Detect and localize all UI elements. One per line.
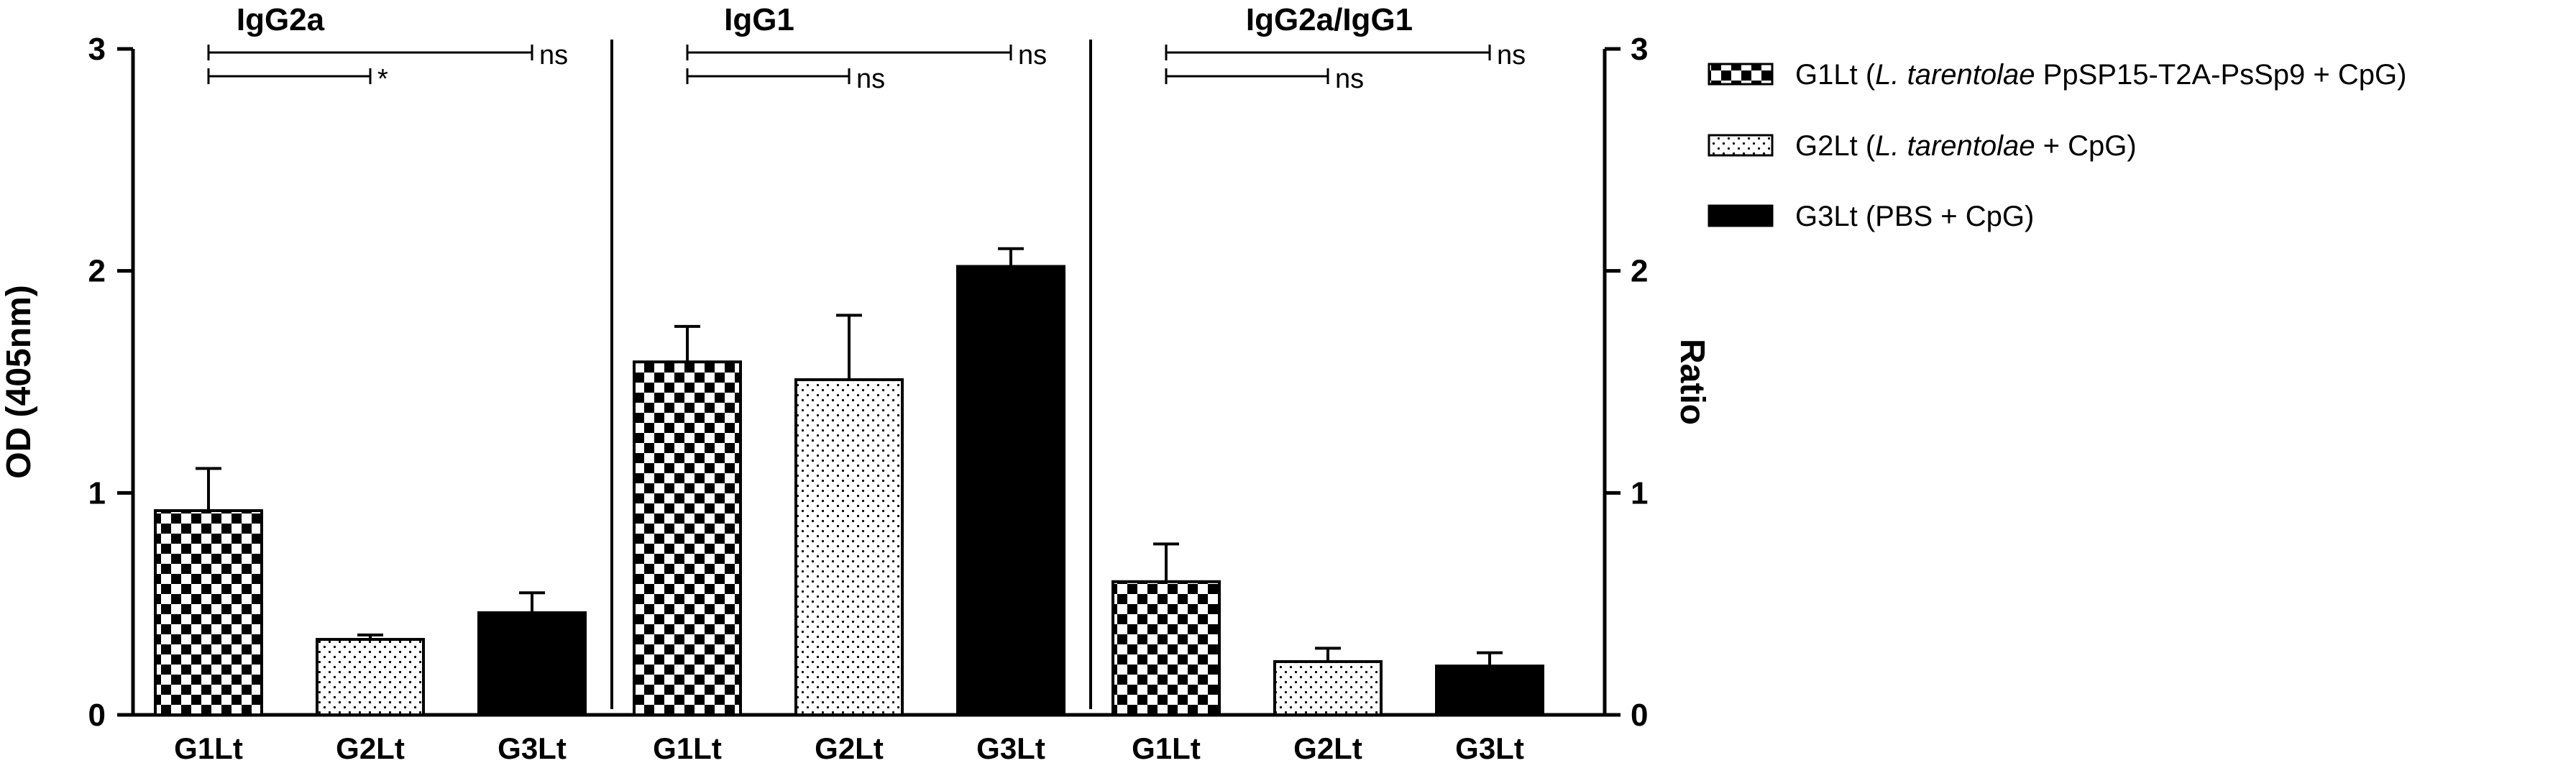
legend-label-part: G3Lt (PBS + CpG): [1795, 201, 2034, 232]
x-tick-label: G2Lt: [815, 731, 884, 765]
significance-label: ns: [1018, 40, 1047, 70]
legend-item-g3lt: G3Lt (PBS + CpG): [1708, 201, 2034, 232]
y-tick-label-left: 2: [88, 254, 106, 289]
x-tick-label: G3Lt: [1455, 731, 1524, 765]
legend-label-part: L. tarentolae: [1875, 130, 2035, 162]
y-tick-label-right: 0: [1631, 698, 1648, 733]
y-tick-label-left: 3: [88, 32, 106, 67]
bar-g3lt: [956, 265, 1065, 716]
legend-swatch: [1708, 134, 1774, 157]
legend-item-g1lt: G1Lt (L. tarentolae PpSP15-T2A-PsSp9 + C…: [1708, 59, 2406, 91]
panel-igg1: IgG1 G1Lt G2Lt G3Lt ns ns: [633, 2, 1065, 765]
x-tick-label: G2Lt: [1293, 731, 1362, 765]
significance-label: ns: [856, 64, 885, 94]
panel-title: IgG1: [724, 2, 794, 37]
significance-label: ns: [1335, 64, 1364, 94]
y-tick-label-right: 2: [1631, 254, 1648, 289]
significance-label: ns: [539, 40, 568, 70]
bar-g1lt: [154, 509, 263, 716]
x-tick-label: G3Lt: [498, 731, 567, 765]
legend-item-g2lt: G2Lt (L. tarentolae + CpG): [1708, 130, 2137, 162]
bar-g3lt: [1435, 665, 1544, 716]
y-tick-label-right: 3: [1631, 32, 1648, 67]
panel-title: IgG2a/IgG1: [1246, 2, 1413, 37]
x-tick-label: G1Lt: [1132, 731, 1201, 765]
y-tick-label-left: 0: [88, 698, 106, 733]
y-tick-label-right: 1: [1631, 475, 1648, 511]
y-axis-title-right: Ratio: [1673, 339, 1711, 425]
panel-igg2a-igg1: IgG2a/IgG1 G1Lt G2Lt G3Lt ns ns: [1111, 2, 1544, 765]
significance-label: *: [377, 64, 388, 94]
significance-label: ns: [1497, 40, 1526, 70]
bar-g1lt: [633, 360, 742, 716]
legend-label-part: PpSP15-T2A-PsSp9 + CpG): [2035, 59, 2407, 91]
legend-label: G1Lt (L. tarentolae PpSP15-T2A-PsSp9 + C…: [1795, 59, 2406, 91]
bar-g2lt: [316, 638, 425, 717]
y-tick-label-left: 1: [88, 475, 106, 511]
legend-label: G3Lt (PBS + CpG): [1795, 201, 2034, 232]
y-axis-title-left: OD (405nm): [0, 285, 38, 478]
legend-label-part: G2Lt (: [1795, 130, 1876, 162]
bar-g1lt: [1111, 580, 1221, 716]
legend-label: G2Lt (L. tarentolae + CpG): [1795, 130, 2137, 162]
bar-g2lt: [794, 378, 904, 716]
legend-label-part: + CpG): [2035, 130, 2137, 162]
bar-g3lt: [477, 611, 587, 716]
plot-area: 0 0 1 1 2 2 3 3 OD (405nm) Ratio IgG2a G1Lt G2Lt G3Lt…: [0, 2, 1711, 765]
x-tick-label: G2Lt: [336, 731, 405, 765]
x-tick-label: G3Lt: [976, 731, 1045, 765]
x-tick-label: G1Lt: [653, 731, 722, 765]
bar-g2lt: [1273, 659, 1383, 716]
panel-title: IgG2a: [237, 2, 325, 37]
legend-label-part: G1Lt (: [1795, 59, 1876, 91]
legend-swatch: [1708, 204, 1774, 227]
legend: G1Lt (L. tarentolae PpSP15-T2A-PsSp9 + C…: [1708, 59, 2406, 232]
legend-label-part: L. tarentolae: [1875, 59, 2035, 91]
legend-swatch: [1708, 63, 1774, 86]
x-tick-label: G1Lt: [174, 731, 243, 765]
panel-igg2a: IgG2a G1Lt G2Lt G3Lt ns *: [154, 2, 587, 765]
